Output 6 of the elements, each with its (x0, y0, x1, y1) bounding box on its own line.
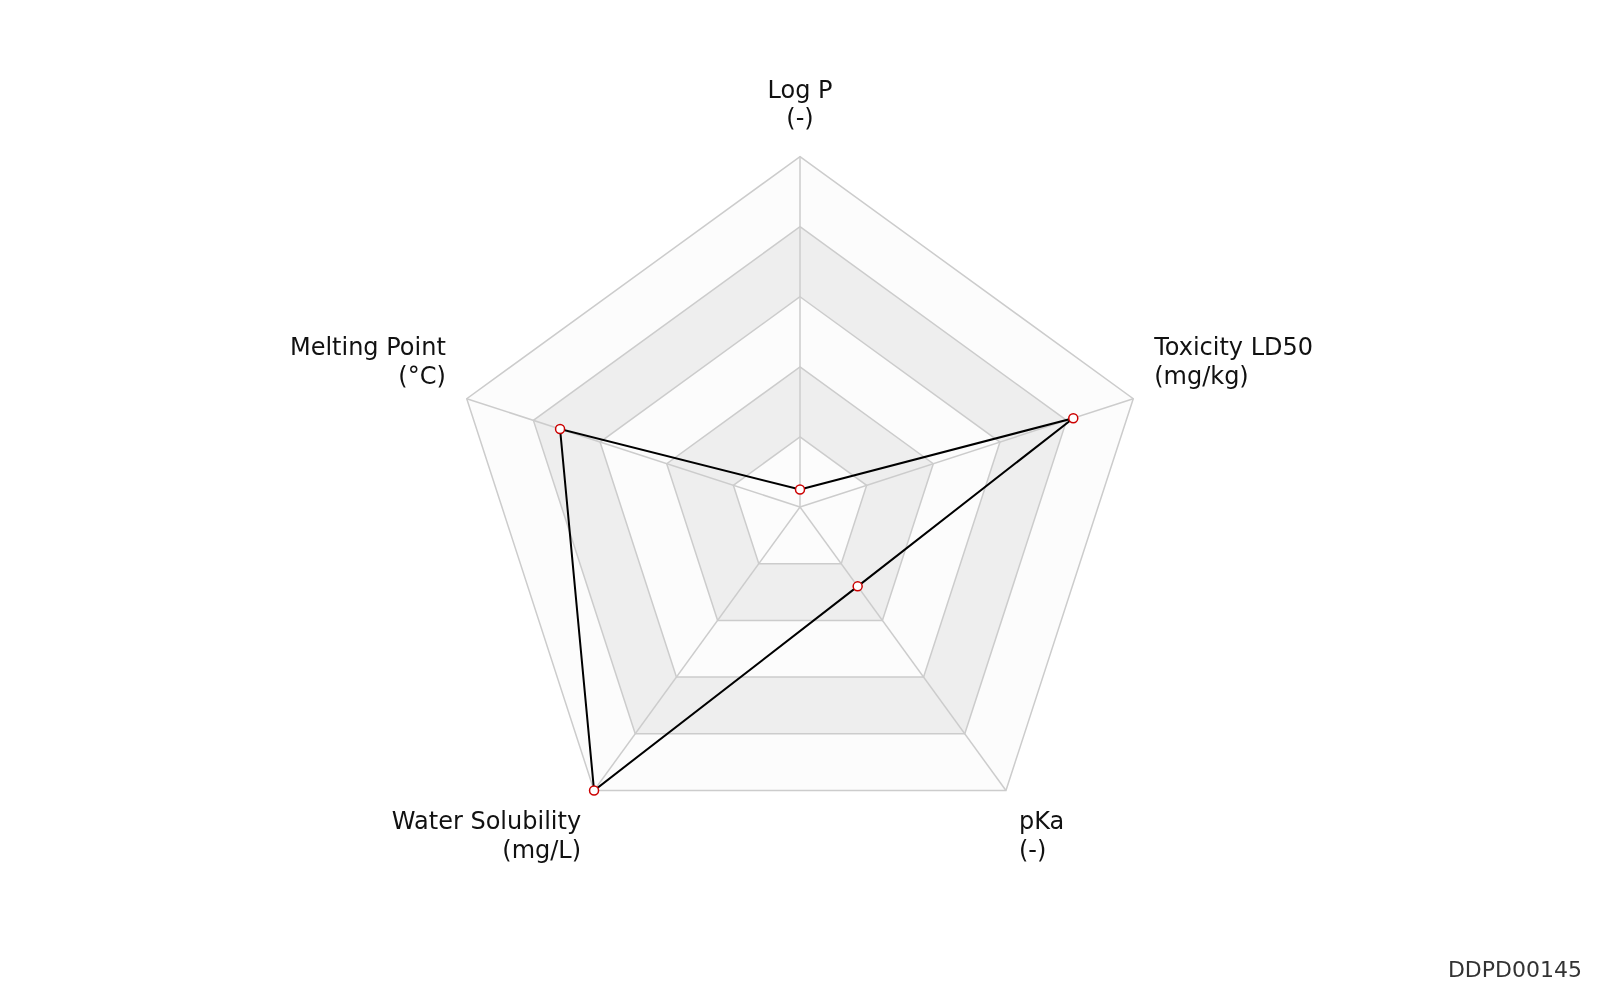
spoke-label: Melting Point (°C) (289, 332, 446, 390)
spoke-label: Water Solubility (mg/L) (391, 806, 582, 864)
spoke-label: Log P (-) (767, 75, 833, 133)
text: DDPD00145 (1447, 956, 1582, 982)
spoke-label: pKa (-) (1018, 806, 1065, 864)
spoke-label: Toxicity LD50 (mg/kg) (1153, 332, 1314, 390)
